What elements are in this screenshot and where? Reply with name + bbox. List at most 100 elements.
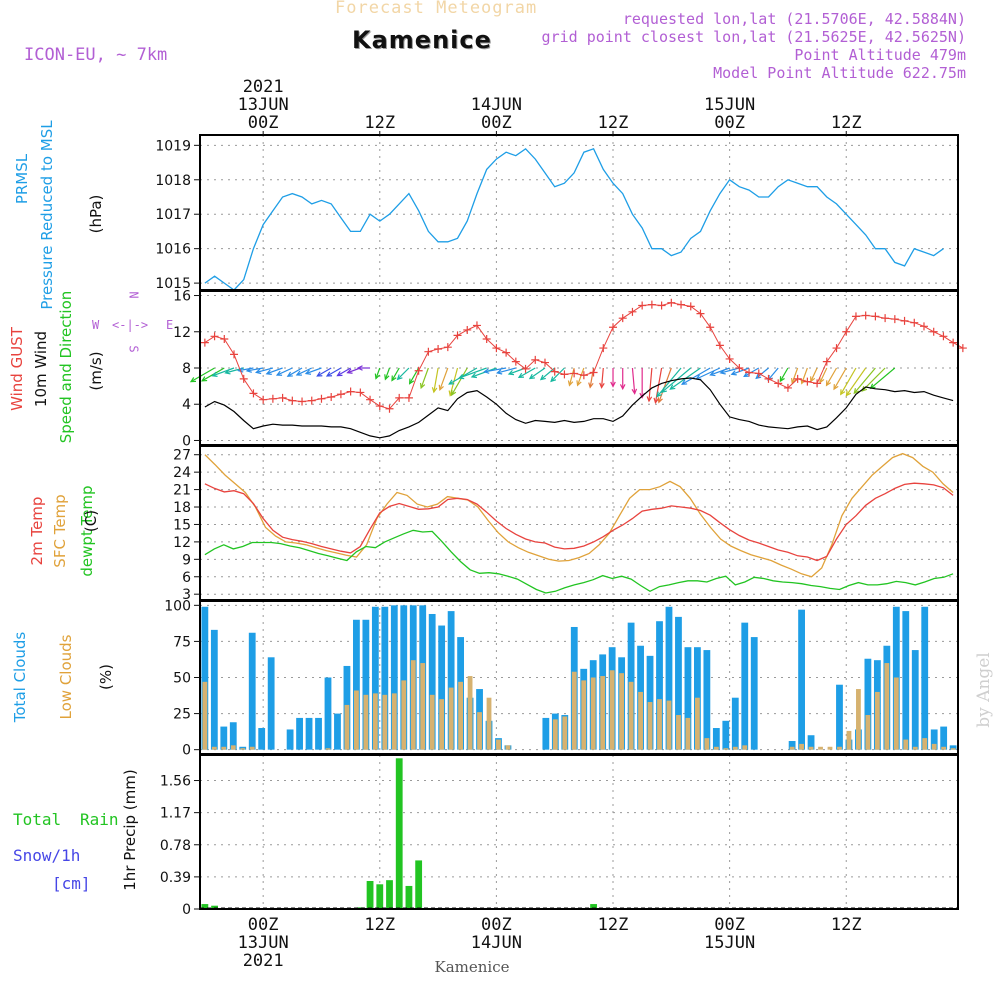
total-cloud-bar xyxy=(930,729,938,750)
requested-coords: requested lon,lat (21.5706E, 42.5884N) xyxy=(622,10,966,28)
top-time-label: 12Z xyxy=(364,113,395,133)
wind-gust-marker xyxy=(609,323,618,332)
total-cloud-bar xyxy=(210,629,218,750)
top-date-label: 15JUN xyxy=(704,95,755,115)
top-date-label: 14JUN xyxy=(471,95,522,115)
total-cloud-bar xyxy=(703,650,711,750)
wind-arrow xyxy=(497,367,516,374)
wind-arrow-head xyxy=(189,377,197,383)
wind-gust-marker xyxy=(822,357,831,366)
low-cloud-bar xyxy=(344,704,350,750)
wind-gust-marker xyxy=(851,312,860,321)
top-time-label: 12Z xyxy=(598,113,629,133)
wind-arrow-head xyxy=(779,376,785,383)
rain-bar xyxy=(395,758,403,909)
wind-arrow-head xyxy=(539,374,546,381)
wind-arrow xyxy=(801,367,808,384)
ytick-label: 1.56 xyxy=(160,774,191,790)
wind-gust-marker xyxy=(463,325,472,334)
wind-arrow xyxy=(347,367,361,374)
compass-arrows-icon: <-|-> xyxy=(112,318,149,332)
total-cloud-bar xyxy=(267,657,275,750)
wind-arrow-head xyxy=(730,370,737,376)
ytick-label: 1018 xyxy=(155,173,191,189)
wind-arrow xyxy=(550,367,565,382)
axis-layer: 1015101610171018101904812163691215182124… xyxy=(155,77,861,976)
wind-gust-marker xyxy=(958,344,967,353)
wind-arrow xyxy=(870,367,896,389)
low-cloud-bar xyxy=(448,687,454,750)
wind-gust-marker xyxy=(366,395,375,404)
total-cloud-bar xyxy=(665,606,673,750)
low-cloud-bar xyxy=(467,676,473,750)
low-cloud-bar xyxy=(391,693,397,750)
wind-arrow-head xyxy=(419,382,426,390)
low-cloud-bar xyxy=(628,681,634,750)
wind-gust-marker xyxy=(881,314,890,323)
low-cloud-bar xyxy=(410,660,416,750)
rain-bar xyxy=(405,885,413,909)
wind-gust-marker xyxy=(453,331,462,340)
wind-gust-marker xyxy=(385,404,394,413)
wind-arrow-head xyxy=(833,384,839,391)
ytick-label: 12 xyxy=(173,535,191,551)
low-cloud-bar xyxy=(856,689,861,750)
wind-gust-marker xyxy=(521,364,530,373)
wind-arrow xyxy=(397,367,410,380)
wind-arrow-head xyxy=(680,379,688,385)
low-cloud-bar xyxy=(723,748,729,750)
low-cloud-bar xyxy=(496,739,501,750)
grid-coords: grid point closest lon,lat (21.5625E, 42… xyxy=(541,28,966,46)
total-cloud-bar xyxy=(798,609,805,750)
low-cloud-bar xyxy=(638,691,643,750)
low-cloud-bar xyxy=(202,681,208,750)
ytick-label: 21 xyxy=(173,483,191,499)
wind-arrow xyxy=(484,367,507,373)
wind-arrow xyxy=(459,367,487,379)
wind-arrow-head xyxy=(336,371,343,377)
low-cloud-bar xyxy=(325,748,331,750)
wind-gust-marker xyxy=(599,344,608,353)
wind-arrow-head xyxy=(438,384,444,392)
top-year-label: 2021 xyxy=(243,77,284,97)
low-cloud-bar xyxy=(458,681,464,750)
low-cloud-bar xyxy=(429,694,435,750)
low-cloud-bar xyxy=(789,746,795,750)
ytick-label: 6 xyxy=(182,570,191,586)
wind-gust-marker xyxy=(813,379,822,388)
total-cloud-bar xyxy=(949,745,957,750)
wind-arrow-head xyxy=(507,369,515,376)
bottom-time-label: 00Z xyxy=(248,915,279,935)
low-cloud-bar xyxy=(950,748,956,750)
total-cloud-bar xyxy=(296,717,303,750)
wind-gust-marker xyxy=(696,309,705,318)
dewpt-line xyxy=(204,529,954,594)
low-cloud-bar xyxy=(799,743,804,750)
total-cloud-bar xyxy=(911,650,919,750)
total-cloud-bar xyxy=(684,647,692,750)
wind-arrow xyxy=(577,367,585,386)
wind-arrow-head xyxy=(669,384,676,390)
wind-arrow xyxy=(190,367,215,383)
ytick-label: 75 xyxy=(173,634,191,650)
total-cloud-bar xyxy=(229,722,237,750)
total-cloud-bar xyxy=(201,606,209,750)
wind-arrow-head xyxy=(457,373,465,380)
wind-arrow xyxy=(833,367,847,390)
wind-arrow xyxy=(287,367,303,377)
low-cloud-bar xyxy=(676,715,681,750)
wind-arrow xyxy=(819,367,828,383)
wind-arrow xyxy=(656,367,682,397)
location-title: Kamenice xyxy=(352,26,492,54)
wind-arrow-head xyxy=(656,391,662,398)
wind-arrow xyxy=(648,367,653,402)
wind-arrow-head xyxy=(657,397,663,404)
wind-arrow-head xyxy=(356,365,363,371)
low-cloud-bar xyxy=(694,697,700,750)
low-cloud-bar xyxy=(609,670,615,750)
wind-arrow xyxy=(246,367,264,372)
wind-gust-marker xyxy=(414,366,423,375)
low-cloud-bar xyxy=(827,746,833,750)
wind-gust-marker xyxy=(832,344,841,353)
low-cloud-bar xyxy=(666,700,672,750)
